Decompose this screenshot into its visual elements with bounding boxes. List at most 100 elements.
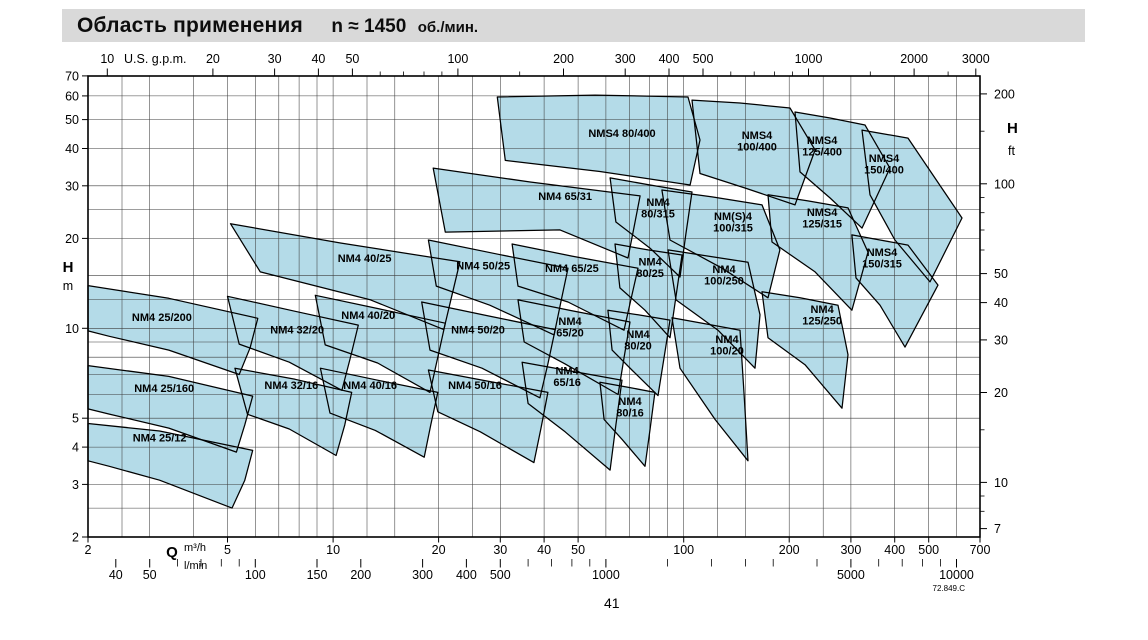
pump-region-fill (88, 423, 253, 509)
pump-region (767, 194, 869, 311)
q-lmin-tick-label: 5000 (837, 568, 865, 582)
h-ft-tick-label: 200 (994, 87, 1015, 101)
pump-region-fill (862, 130, 962, 282)
x-axis-top: 10 20 30 40 50 100 200 300 400 500 1000 2000 3000 U.S… (100, 52, 990, 76)
pump-region (87, 284, 259, 376)
h-ft-tick-label: 10 (994, 476, 1008, 490)
h-left-axis-title: H (63, 259, 74, 276)
q-m3h-tick-label: 10 (326, 543, 340, 557)
pump-region (87, 422, 254, 509)
region-label: 100/250 (704, 275, 744, 287)
region-label: 125/400 (802, 146, 842, 158)
pump-region-fill (320, 368, 438, 458)
q-lmin-tick-label: 200 (350, 568, 371, 582)
region-label: NM4 25/160 (134, 383, 194, 395)
y-axis-right: 7 10 20 30 40 50 100 200 Hft (980, 87, 1018, 536)
q-m3h-tick-label: 5 (224, 543, 231, 557)
gpm-tick-label: 10 (100, 52, 114, 66)
region-label: 65/20 (556, 328, 584, 340)
h-m-tick-label: 60 (65, 89, 79, 103)
q-m3h-tick-label: 500 (918, 543, 939, 557)
q-m3h-tick-label: 30 (493, 543, 507, 557)
q-lmin-tick-label: 1000 (592, 568, 620, 582)
pump-region-fill (599, 382, 655, 467)
speed-value: n ≈ 1450 (331, 16, 407, 37)
q-m3h-tick-label: 200 (779, 543, 800, 557)
gpm-tick-label: 40 (311, 52, 325, 66)
page-header: Область применения n ≈ 1450 об./мин. (62, 9, 1085, 42)
x-axis-bottom: 2 5 10 20 30 40 50 100 200 300 400 500 700 40 50 100 150… (85, 537, 991, 582)
region-label: 80/25 (636, 268, 664, 280)
gpm-tick-label: 30 (268, 52, 282, 66)
region-label: NMS4 (869, 153, 900, 165)
region-label: NM4 40/16 (343, 380, 397, 392)
region-label: NMS4 (807, 207, 838, 219)
q-lmin-tick-label: 150 (307, 568, 328, 582)
pump-region (229, 223, 461, 331)
q-axis-title: Q (166, 544, 178, 561)
q-m3h-tick-label: 40 (537, 543, 551, 557)
h-ft-tick-label: 30 (994, 333, 1008, 347)
h-right-axis-unit: ft (1008, 144, 1015, 158)
region-label: NMS4 (807, 135, 838, 147)
region-label: NM4 65/25 (545, 263, 599, 275)
pump-region-fill (668, 249, 760, 369)
region-label: 100/400 (737, 142, 777, 154)
plot-border (87, 75, 981, 538)
h-m-tick-label: 50 (65, 113, 79, 127)
region-label: NM4 (618, 396, 642, 408)
pump-region-fill (230, 223, 460, 330)
h-m-tick-label: 20 (65, 232, 79, 246)
region-label: 80/315 (641, 208, 675, 220)
gpm-tick-label: 2000 (900, 52, 928, 66)
region-label: NM4 40/20 (341, 310, 395, 322)
pump-region-fill (512, 244, 638, 331)
q-lmin-tick-label: 40 (109, 568, 123, 582)
h-m-tick-label: 70 (65, 69, 79, 83)
q-lmin-tick-label: 400 (456, 568, 477, 582)
pump-region (427, 239, 569, 336)
h-ft-tick-label: 100 (994, 177, 1015, 191)
h-m-tick-label: 3 (72, 478, 79, 492)
pump-region-fill (88, 285, 258, 375)
pump-regions (87, 94, 963, 509)
h-right-axis-title: H (1007, 120, 1018, 137)
y-axis-left: 2 3 4 5 10 20 30 40 50 60 70 Hm (63, 69, 88, 545)
h-m-tick-label: 2 (72, 531, 79, 545)
pump-region (599, 381, 656, 467)
h-m-tick-label: 40 (65, 142, 79, 156)
q-lmin-tick-label: 50 (143, 568, 157, 582)
region-label: 125/250 (802, 315, 842, 327)
h-m-tick-label: 5 (72, 412, 79, 426)
region-label: 150/400 (864, 165, 904, 177)
speed-unit: об./мин. (417, 19, 479, 36)
h-ft-tick-label: 40 (994, 296, 1008, 310)
pump-region (794, 111, 891, 229)
pump-region-fill (522, 362, 622, 471)
region-label: 65/16 (553, 377, 581, 389)
q-axis-unit-lmin: l/min (184, 560, 207, 572)
region-label: NM4 32/20 (270, 325, 324, 337)
region-label: NM4 (555, 365, 579, 377)
pump-region (607, 309, 671, 397)
region-label: NM4 25/12 (133, 433, 187, 445)
pump-region (427, 369, 549, 464)
region-label: NM4 (646, 197, 670, 209)
region-label: NM4 (715, 334, 739, 346)
q-m3h-tick-label: 400 (884, 543, 905, 557)
pump-region-fill (768, 194, 868, 311)
pump-region (432, 167, 641, 259)
region-label: NM4 40/25 (338, 253, 392, 265)
h-m-tick-label: 30 (65, 179, 79, 193)
pump-region-fill (672, 317, 748, 461)
q-m3h-tick-label: 700 (970, 543, 991, 557)
h-m-tick-label: 10 (65, 322, 79, 336)
pump-region-fill (762, 291, 848, 409)
q-m3h-tick-label: 20 (432, 543, 446, 557)
h-ft-tick-label: 7 (994, 522, 1001, 536)
pump-region (861, 129, 963, 283)
region-label: NMS4 80/400 (588, 128, 655, 140)
pump-region (314, 294, 446, 394)
pump-region-fill (497, 95, 700, 185)
